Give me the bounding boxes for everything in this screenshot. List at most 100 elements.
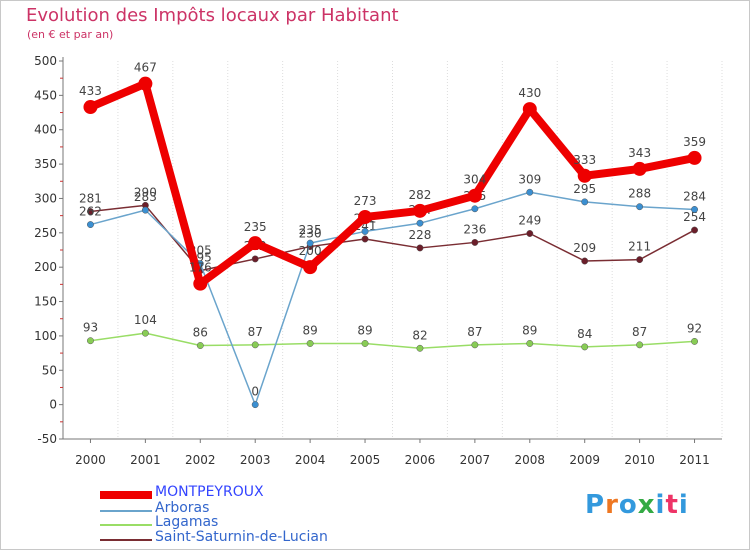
data-label-lagamas: 87 — [248, 325, 263, 339]
data-point-lagamas — [691, 337, 698, 345]
data-label-arboras: 262 — [79, 205, 102, 219]
x-tick-label: 2005 — [350, 453, 381, 467]
y-tick-label: 500 — [34, 54, 57, 68]
data-label-saint-saturnin-de-lucian: 290 — [134, 185, 157, 199]
data-point-montpeyroux — [248, 236, 263, 251]
data-point-montpeyroux — [687, 150, 702, 165]
data-point-montpeyroux — [193, 276, 208, 291]
data-label-saint-saturnin-de-lucian: 281 — [79, 192, 102, 206]
x-tick-label: 2009 — [569, 453, 600, 467]
legend-label-saint-saturnin: Saint-Saturnin-de-Lucian — [155, 529, 328, 545]
legend-swatch-saint-saturnin — [100, 539, 152, 541]
data-point-saint-saturnin-de-lucian — [636, 256, 644, 264]
proxiti-logo: Proxiti — [585, 490, 689, 520]
data-label-saint-saturnin-de-lucian: 254 — [683, 210, 706, 224]
legend-swatch-montpeyroux — [100, 491, 152, 499]
data-label-montpeyroux: 467 — [134, 61, 157, 75]
x-tick-label: 2000 — [75, 453, 106, 467]
data-point-arboras — [636, 203, 644, 211]
data-point-montpeyroux — [632, 161, 647, 176]
data-point-saint-saturnin-de-lucian — [691, 226, 698, 234]
data-point-lagamas — [361, 340, 369, 347]
data-point-montpeyroux — [83, 100, 98, 115]
data-point-arboras — [691, 206, 698, 213]
data-point-montpeyroux — [138, 76, 153, 91]
data-point-saint-saturnin-de-lucian — [416, 244, 424, 252]
data-label-montpeyroux: 433 — [79, 84, 102, 98]
data-label-arboras: 0 — [251, 385, 259, 399]
data-point-saint-saturnin-de-lucian — [251, 255, 259, 263]
data-point-lagamas — [87, 337, 94, 345]
data-point-lagamas — [251, 341, 259, 349]
y-tick-label: 350 — [34, 157, 57, 171]
x-tick-label: 2006 — [405, 453, 436, 467]
y-tick-label: 150 — [34, 295, 57, 309]
proxiti-logo-text: Proxiti — [585, 490, 689, 520]
y-tick-label: 250 — [34, 226, 57, 240]
data-label-lagamas: 82 — [412, 328, 427, 342]
series-line-lagamas — [89, 332, 696, 350]
x-tick-label: 2011 — [679, 453, 710, 467]
data-point-saint-saturnin-de-lucian — [581, 257, 589, 265]
data-label-montpeyroux: 343 — [628, 146, 651, 160]
data-label-lagamas: 89 — [302, 323, 317, 337]
data-point-lagamas — [581, 343, 589, 351]
y-tick-label: 400 — [34, 123, 57, 137]
y-tick-label: 300 — [34, 191, 57, 205]
data-point-montpeyroux — [303, 260, 318, 275]
data-label-montpeyroux: 430 — [518, 86, 541, 100]
data-label-arboras: 235 — [299, 223, 322, 237]
y-tick-label: 100 — [34, 329, 57, 343]
x-tick-label: 2003 — [240, 453, 271, 467]
data-label-arboras: 283 — [134, 190, 157, 204]
data-point-arboras — [251, 401, 259, 409]
data-label-montpeyroux: 304 — [463, 173, 486, 187]
data-point-montpeyroux — [522, 102, 537, 117]
data-point-arboras — [141, 206, 149, 214]
y-tick-label: -50 — [37, 432, 57, 446]
data-label-saint-saturnin-de-lucian: 211 — [628, 240, 651, 254]
data-point-montpeyroux — [577, 168, 592, 183]
data-point-montpeyroux — [412, 203, 427, 218]
data-label-lagamas: 92 — [687, 321, 702, 335]
x-tick-label: 2004 — [295, 453, 326, 467]
data-label-arboras: 309 — [518, 172, 541, 186]
data-point-arboras — [87, 221, 94, 229]
x-tick-label: 2007 — [460, 453, 491, 467]
data-point-lagamas — [471, 341, 479, 349]
y-tick-label: 200 — [34, 260, 57, 274]
data-point-lagamas — [141, 329, 149, 337]
data-label-lagamas: 87 — [632, 325, 647, 339]
data-label-saint-saturnin-de-lucian: 228 — [409, 228, 432, 242]
legend-label-lagamas: Lagamas — [155, 514, 219, 530]
data-label-lagamas: 87 — [467, 325, 482, 339]
data-label-arboras: 284 — [683, 189, 706, 203]
data-point-arboras — [361, 227, 369, 235]
data-label-montpeyroux: 359 — [683, 135, 706, 149]
data-label-saint-saturnin-de-lucian: 236 — [463, 222, 486, 236]
y-tick-label: 450 — [34, 88, 57, 102]
data-label-montpeyroux: 333 — [573, 153, 596, 167]
y-tick-label: 0 — [49, 398, 57, 412]
data-point-arboras — [416, 219, 424, 227]
data-label-saint-saturnin-de-lucian: 249 — [518, 214, 541, 228]
data-label-lagamas: 84 — [577, 327, 592, 341]
data-label-lagamas: 86 — [193, 326, 208, 340]
data-point-montpeyroux — [467, 188, 482, 203]
legend-label-montpeyroux: MONTPEYROUX — [155, 484, 264, 500]
data-point-saint-saturnin-de-lucian — [526, 230, 534, 237]
data-label-lagamas: 93 — [83, 321, 98, 335]
series-line-montpeyroux — [86, 79, 699, 288]
data-point-arboras — [306, 239, 314, 247]
chart-subtitle: (en € et par an) — [27, 28, 114, 41]
y-tick-label: 50 — [42, 363, 57, 377]
data-point-saint-saturnin-de-lucian — [361, 235, 369, 243]
legend-label-arboras: Arboras — [155, 500, 210, 516]
data-label-montpeyroux: 273 — [354, 194, 377, 208]
data-label-montpeyroux: 200 — [299, 244, 322, 258]
data-label-saint-saturnin-de-lucian: 230 — [299, 227, 322, 241]
data-point-saint-saturnin-de-lucian — [471, 238, 479, 246]
x-tick-label: 2001 — [130, 453, 161, 467]
x-tick-label: 2008 — [515, 453, 546, 467]
